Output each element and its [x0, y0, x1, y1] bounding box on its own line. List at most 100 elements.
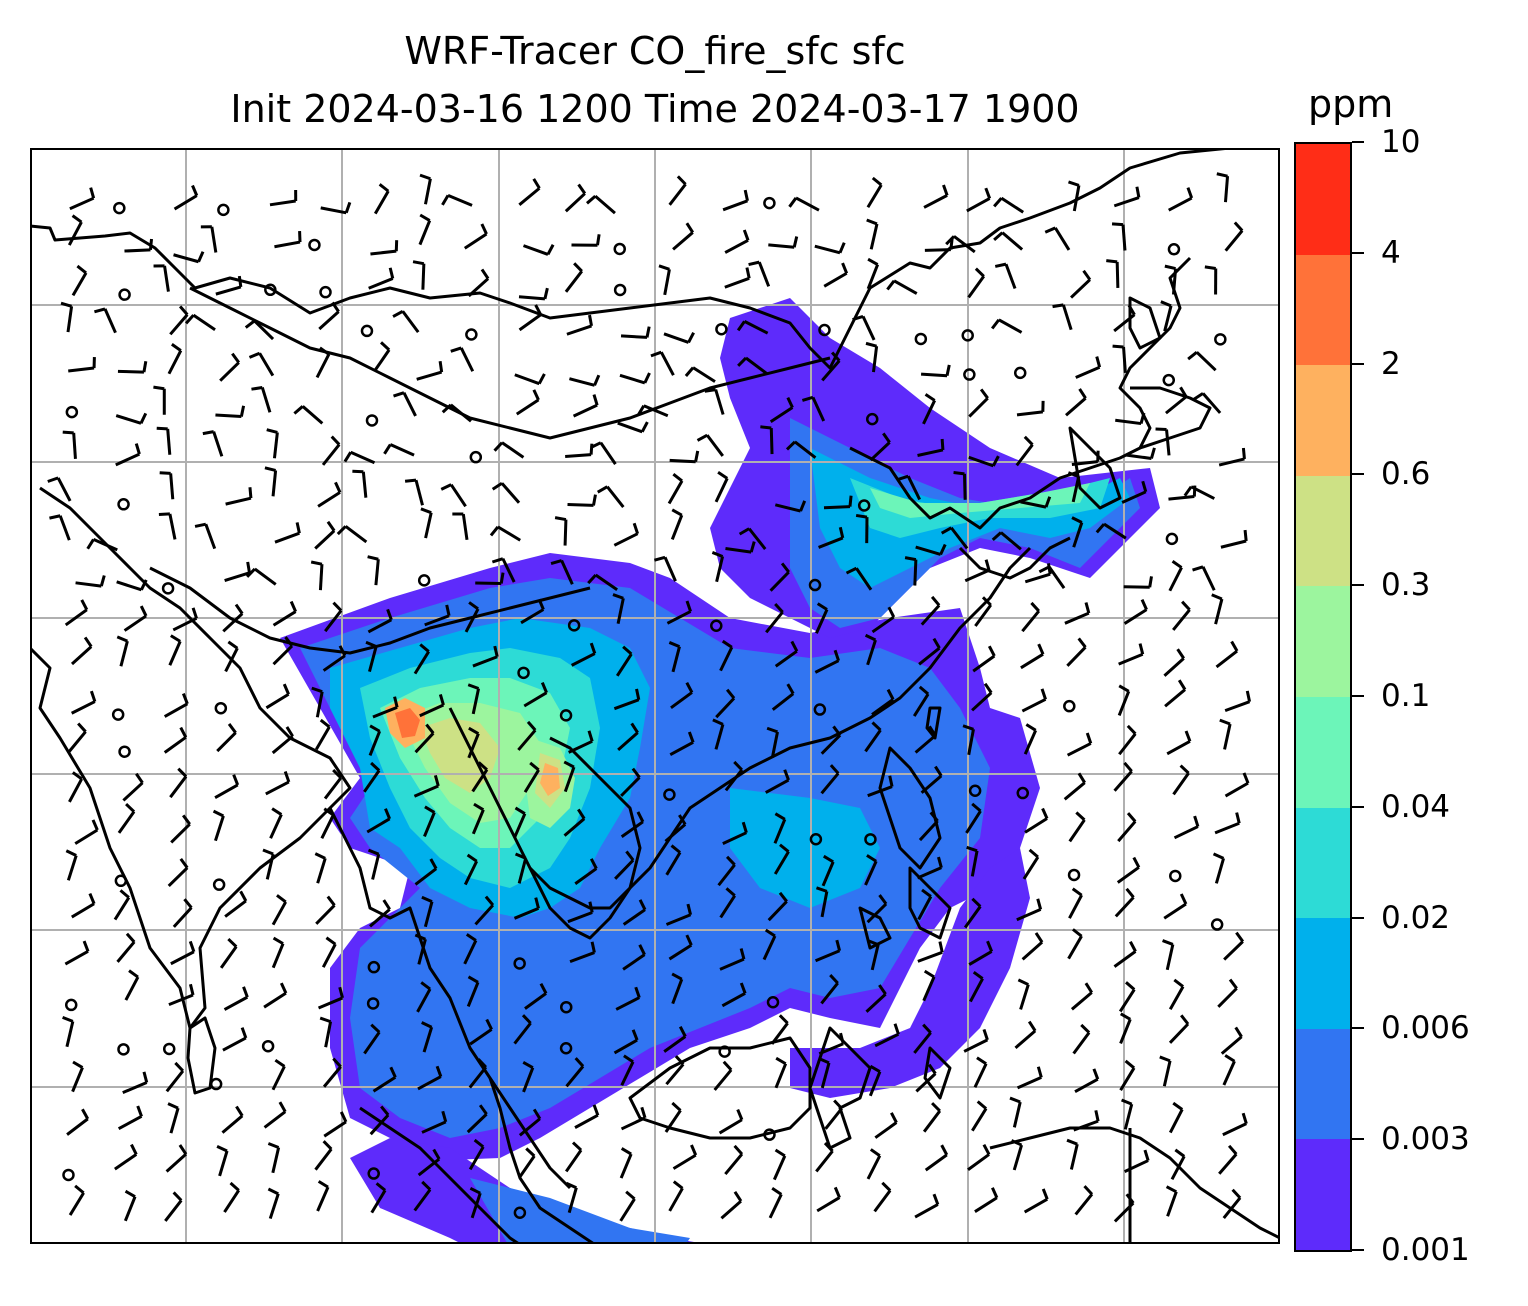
wind-barb-shaft [67, 221, 83, 246]
wind-barb-shaft [468, 1146, 485, 1171]
wind-barb-flag [687, 332, 695, 344]
wind-barb-flag [1082, 269, 1092, 281]
wind-barb-flag [764, 928, 776, 938]
wind-barb-shaft [1163, 902, 1187, 920]
wind-barb-flag [775, 1056, 787, 1066]
wind-barb-flag [852, 314, 864, 322]
wind-barb-flag [1177, 679, 1187, 691]
calm-wind-marker [117, 1043, 130, 1056]
wind-barb-shaft [1113, 950, 1137, 968]
wind-barb-flag [972, 970, 984, 980]
wind-barb-flag [725, 855, 736, 866]
wind-barb-flag [432, 1148, 441, 1160]
wind-barb-flag [684, 366, 695, 377]
wind-barb-shaft [1171, 268, 1178, 295]
wind-barb-shaft [1123, 585, 1150, 589]
wind-barb-shaft [972, 654, 996, 673]
wind-barb-shaft [615, 996, 641, 1011]
concentration-region [350, 1138, 706, 1244]
wind-barb-shaft [774, 649, 798, 668]
wind-barb-shaft [1118, 988, 1136, 1013]
wind-barb-flag [284, 636, 294, 647]
wind-barb-shaft [68, 778, 84, 803]
wind-barb-flag [484, 895, 495, 907]
wind-barb-flag [532, 178, 541, 190]
wind-barb-shaft [1217, 987, 1238, 1008]
wind-barb-flag [119, 889, 130, 899]
wind-barb-shaft [119, 640, 129, 667]
wind-barb-shaft [168, 993, 194, 1007]
wind-barb-flag [736, 320, 746, 332]
wind-barb-shaft [1012, 1144, 1024, 1171]
wind-barb-flag [833, 1099, 843, 1110]
wind-barb-shaft [324, 609, 343, 633]
calm-wind-marker [365, 414, 379, 427]
wind-barb-shaft [1113, 1201, 1135, 1223]
calm-wind-marker [715, 322, 728, 336]
wind-barb-shaft [565, 1065, 585, 1088]
wind-barb-flag [741, 821, 748, 834]
wind-barb-shaft [967, 275, 986, 299]
wind-barb-shaft [643, 404, 669, 418]
wind-barb-shaft [869, 441, 891, 462]
wind-barb-shaft [868, 1071, 882, 1097]
wind-barb-shaft [950, 526, 969, 550]
wind-barb-shaft [413, 1188, 432, 1212]
wind-barb-shaft [416, 988, 432, 1013]
wind-barb-shaft [517, 729, 537, 751]
wind-barb-shaft [413, 650, 430, 675]
wind-barb-flag [1235, 931, 1245, 943]
wind-barb-shaft [268, 1193, 280, 1220]
wind-barb-shaft [447, 193, 473, 207]
wind-barb-flag [823, 1142, 834, 1153]
wind-barb-shaft [567, 911, 593, 924]
wind-barb-shaft [1168, 985, 1185, 1011]
wind-barb-shaft [522, 244, 549, 256]
wind-barb-flag [643, 372, 651, 384]
wind-barb-shaft [513, 1022, 532, 1045]
wind-barb-shaft [363, 1031, 381, 1055]
wind-barb-shaft [824, 1107, 843, 1130]
wind-barb-flag [1080, 1023, 1091, 1034]
wind-barb-shaft [820, 982, 839, 1005]
wind-barb-flag [467, 683, 480, 690]
colorbar-segment [1296, 254, 1350, 366]
wind-barb-flag [404, 478, 417, 483]
wind-barb-flag [725, 887, 736, 897]
wind-barb-flag [893, 1023, 900, 1035]
wind-barb-flag [60, 301, 73, 308]
wind-barb-flag [672, 472, 683, 483]
wind-barb-shaft [922, 1110, 942, 1133]
wind-barb-shaft [169, 473, 175, 500]
wind-barb-flag [1192, 565, 1204, 572]
wind-barb-shaft [1016, 410, 1044, 417]
wind-barb-flag [1164, 264, 1176, 271]
colorbar-tick-label: 2 [1381, 345, 1401, 382]
wind-barb-shaft [560, 559, 574, 585]
wind-barb-flag [266, 428, 278, 434]
wind-barb-flag [774, 812, 786, 821]
wind-barb-flag [832, 725, 842, 737]
wind-barb-shaft [301, 405, 324, 425]
wind-barb-flag [953, 471, 965, 476]
wind-barb-flag [529, 761, 540, 772]
wind-barb-shaft [769, 571, 790, 592]
wind-barb-flag [1186, 187, 1194, 199]
wind-barb-flag [991, 455, 1000, 467]
wind-barb-flag [774, 1148, 786, 1158]
wind-barb-flag [319, 1016, 332, 1024]
wind-barb-flag [818, 1057, 830, 1065]
wind-barb-flag [1141, 480, 1148, 493]
wind-barb-flag [829, 974, 839, 985]
wind-barb-flag [932, 1193, 940, 1206]
wind-barb-flag [1179, 764, 1190, 775]
wind-barb-shaft [663, 556, 677, 582]
wind-barb-shaft [263, 1110, 287, 1129]
wind-barb-flag [179, 726, 188, 739]
wind-barb-shaft [873, 1189, 892, 1213]
concentration-region [870, 483, 1090, 518]
wind-barb-flag [937, 856, 943, 869]
wind-barb-flag [1078, 388, 1087, 400]
wind-barb-shaft [122, 1081, 148, 1094]
wind-barb-shaft [762, 935, 777, 961]
